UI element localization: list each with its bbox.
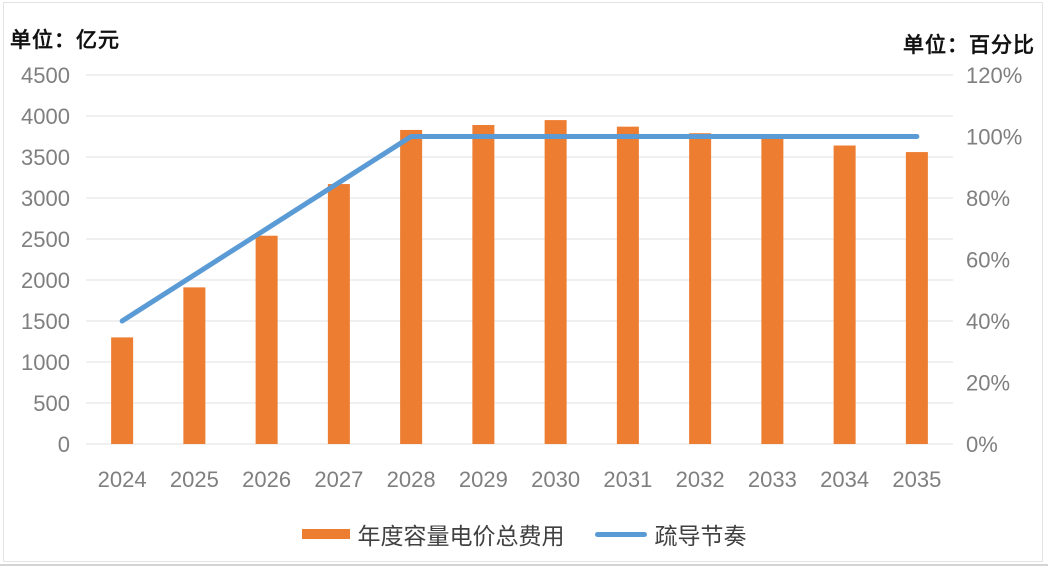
legend-bar-label: 年度容量电价总费用 — [357, 523, 565, 549]
bottom-divider — [0, 564, 1048, 566]
left-axis-tick-label: 2000 — [21, 268, 70, 293]
left-axis-tick-label: 1000 — [21, 350, 70, 375]
right-axis-tick-label: 20% — [966, 371, 1010, 396]
bar-2029 — [472, 125, 495, 445]
legend-line-label: 疏导节奏 — [654, 523, 747, 549]
x-axis-tick-label: 2031 — [603, 467, 652, 492]
x-axis-tick-label: 2034 — [820, 467, 869, 492]
legend-item-bar-series: 年度容量电价总费用 — [301, 517, 565, 551]
right-axis-tick-label: 120% — [966, 63, 1022, 88]
bar-2034 — [833, 145, 856, 444]
x-axis-tick-label: 2030 — [531, 467, 580, 492]
left-axis-tick-label: 4500 — [21, 63, 70, 88]
left-axis-tick-label: 0 — [58, 432, 70, 457]
bar-2031 — [616, 126, 639, 444]
x-axis-tick-label: 2025 — [170, 467, 219, 492]
bar-2024 — [111, 337, 134, 444]
bar-2027 — [327, 184, 350, 444]
right-axis-title: 单位：百分比 — [903, 34, 1035, 57]
bar-2025 — [183, 287, 206, 444]
left-axis-tick-label: 3000 — [21, 186, 70, 211]
left-axis-tick-label: 1500 — [21, 309, 70, 334]
x-axis-tick-label: 2035 — [892, 467, 941, 492]
right-axis-tick-label: 60% — [966, 248, 1010, 273]
right-axis-tick-label: 0% — [966, 432, 998, 457]
legend-bar-swatch — [301, 529, 350, 539]
x-axis-tick-label: 2028 — [387, 467, 436, 492]
x-axis-tick-label: 2026 — [242, 467, 291, 492]
bar-2028 — [400, 129, 423, 444]
bar-2035 — [905, 152, 928, 444]
legend-item-line-series: 疏导节奏 — [594, 517, 747, 551]
x-axis-tick-label: 2029 — [459, 467, 508, 492]
x-axis-tick-label: 2024 — [98, 467, 147, 492]
left-axis-tick-label: 2500 — [21, 227, 70, 252]
legend-line-swatch — [594, 531, 647, 537]
bar-2033 — [761, 138, 784, 444]
pace-line — [119, 134, 920, 324]
right-axis-tick-label: 100% — [966, 125, 1022, 150]
left-axis-title: 单位：亿元 — [10, 29, 120, 52]
left-axis-tick-label: 3500 — [21, 145, 70, 170]
bar-2030 — [544, 120, 567, 444]
right-axis-tick-label: 40% — [966, 309, 1010, 334]
left-axis-tick-label: 4000 — [21, 104, 70, 129]
x-axis-tick-label: 2027 — [314, 467, 363, 492]
x-axis-tick-label: 2032 — [676, 467, 725, 492]
bar-2026 — [255, 235, 278, 444]
left-axis-tick-label: 500 — [33, 391, 70, 416]
x-axis-tick-label: 2033 — [748, 467, 797, 492]
bar-2032 — [689, 133, 712, 444]
right-axis-tick-label: 80% — [966, 186, 1010, 211]
legend: 年度容量电价总费用 疏导节奏 — [0, 519, 1048, 549]
